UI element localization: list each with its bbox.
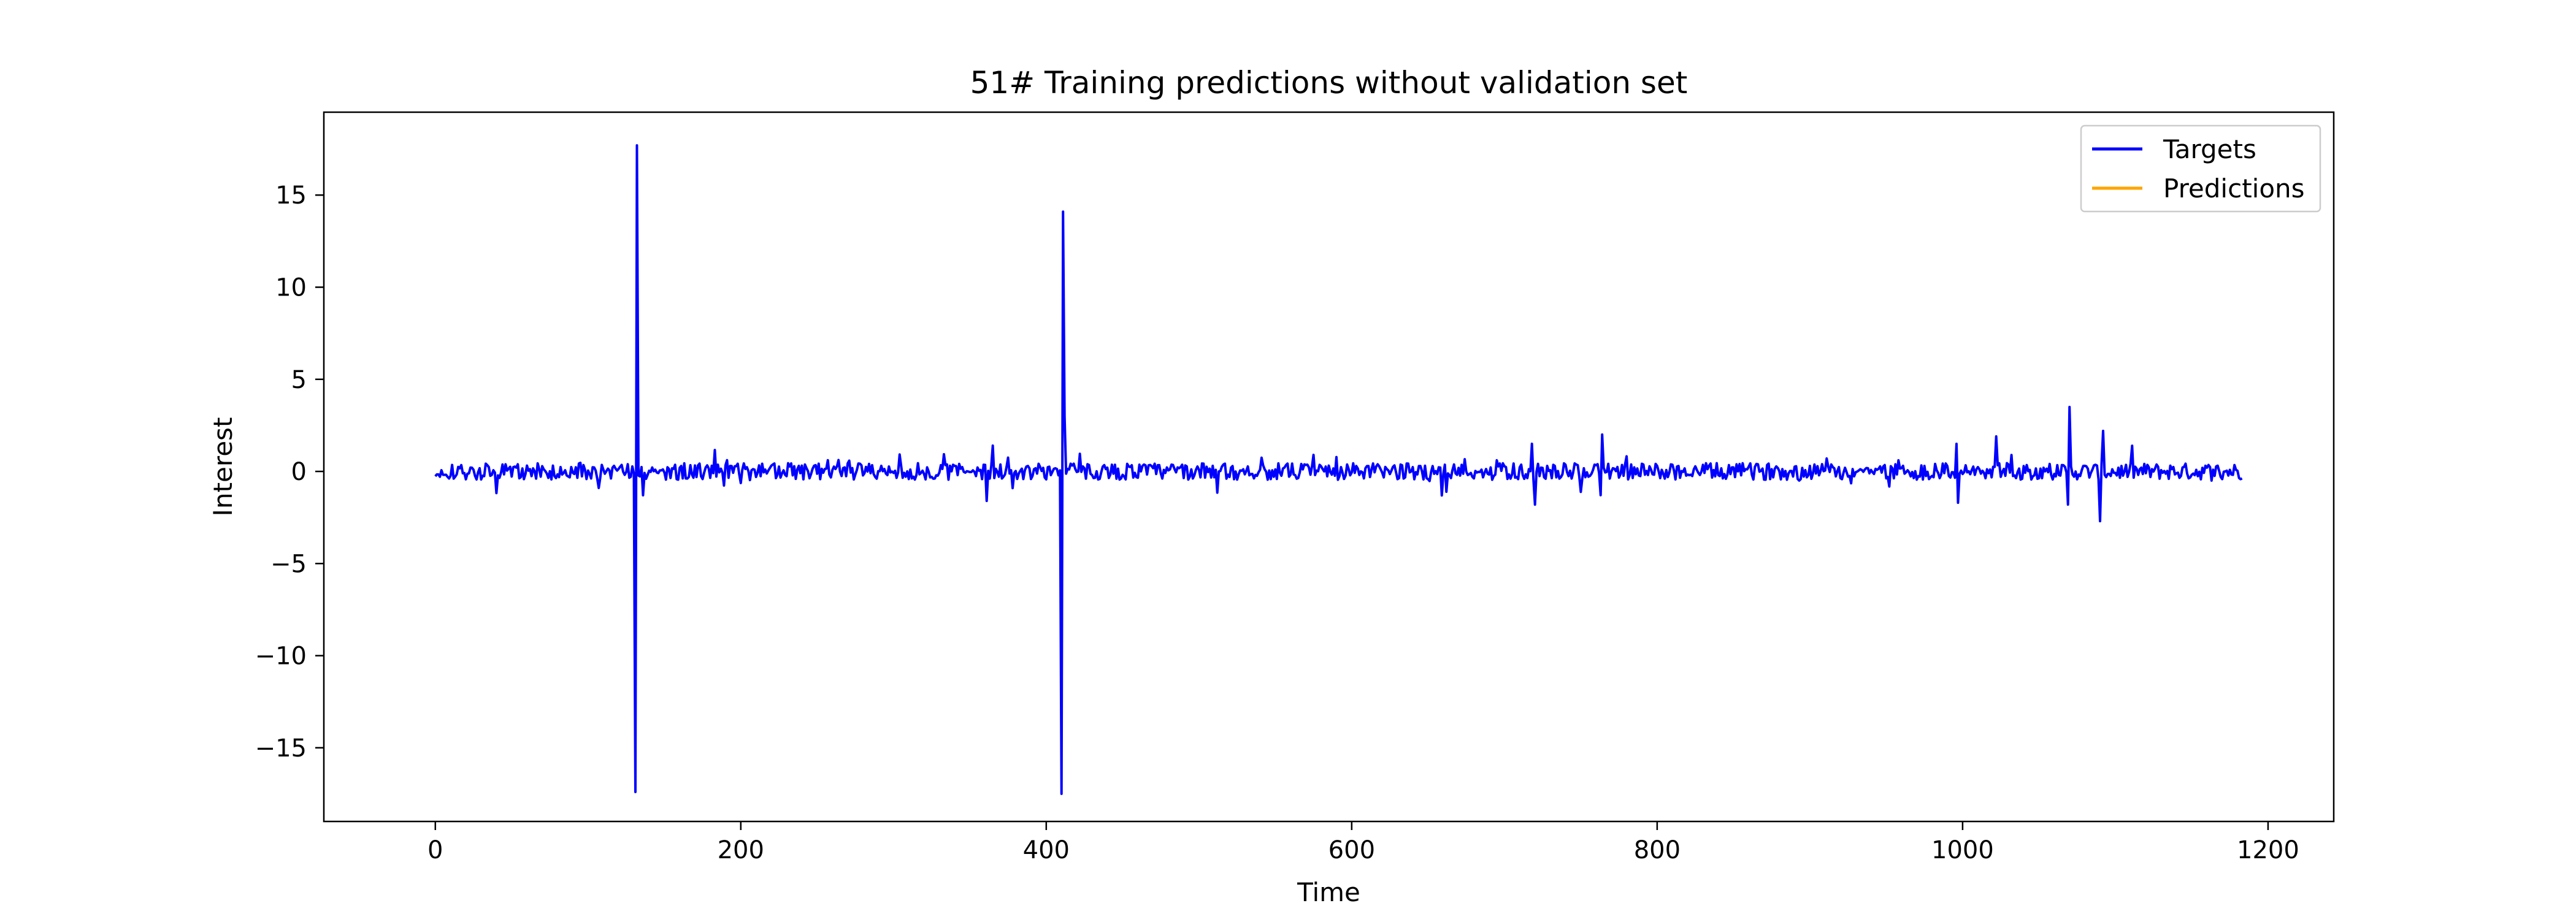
- y-tick-label: 0: [291, 458, 307, 486]
- x-tick-label: 200: [718, 836, 764, 864]
- x-tick-label: 1200: [2237, 836, 2299, 864]
- y-tick-label: −15: [255, 734, 307, 763]
- x-axis-title: Time: [1297, 877, 1360, 907]
- chart-title: 51# Training predictions without validat…: [970, 65, 1688, 101]
- legend: Targets Predictions: [2080, 124, 2321, 213]
- y-tick-label: 15: [275, 181, 307, 210]
- x-tick-label: 800: [1634, 836, 1681, 864]
- y-tick-label: −10: [255, 642, 307, 671]
- y-axis-title: Interest: [208, 417, 238, 517]
- y-tick-label: −5: [270, 550, 307, 578]
- x-tick-label: 0: [427, 836, 443, 864]
- plot-frame: [323, 111, 2335, 823]
- series-line-targets: [434, 144, 2243, 795]
- y-tick-label: 5: [291, 366, 307, 394]
- x-tick-label: 600: [1328, 836, 1375, 864]
- x-tick-label: 400: [1023, 836, 1070, 864]
- axes: 0 200 400 600 800 1000 1200 −15 −10 −5 0 5 10 15: [255, 111, 2335, 864]
- legend-box: [2080, 124, 2321, 213]
- x-tick-label: 1000: [1931, 836, 1994, 864]
- plot-area: [434, 144, 2243, 795]
- y-tick-label: 10: [275, 273, 307, 302]
- legend-label-predictions: Predictions: [2163, 173, 2305, 204]
- legend-label-targets: Targets: [2163, 134, 2256, 164]
